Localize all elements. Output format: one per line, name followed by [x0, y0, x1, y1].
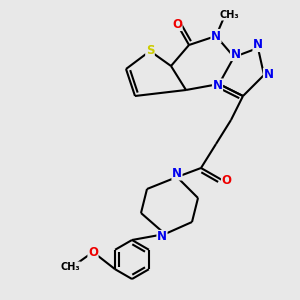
- Text: S: S: [146, 44, 154, 58]
- Text: N: N: [253, 38, 263, 52]
- Text: N: N: [212, 79, 223, 92]
- Text: N: N: [172, 167, 182, 180]
- Text: N: N: [211, 29, 221, 43]
- Text: O: O: [88, 245, 98, 259]
- Text: CH₃: CH₃: [220, 10, 239, 20]
- Text: O: O: [172, 17, 182, 31]
- Text: N: N: [230, 47, 241, 61]
- Text: O: O: [221, 173, 232, 187]
- Text: N: N: [157, 230, 167, 244]
- Text: CH₃: CH₃: [61, 262, 80, 272]
- Text: N: N: [263, 68, 274, 82]
